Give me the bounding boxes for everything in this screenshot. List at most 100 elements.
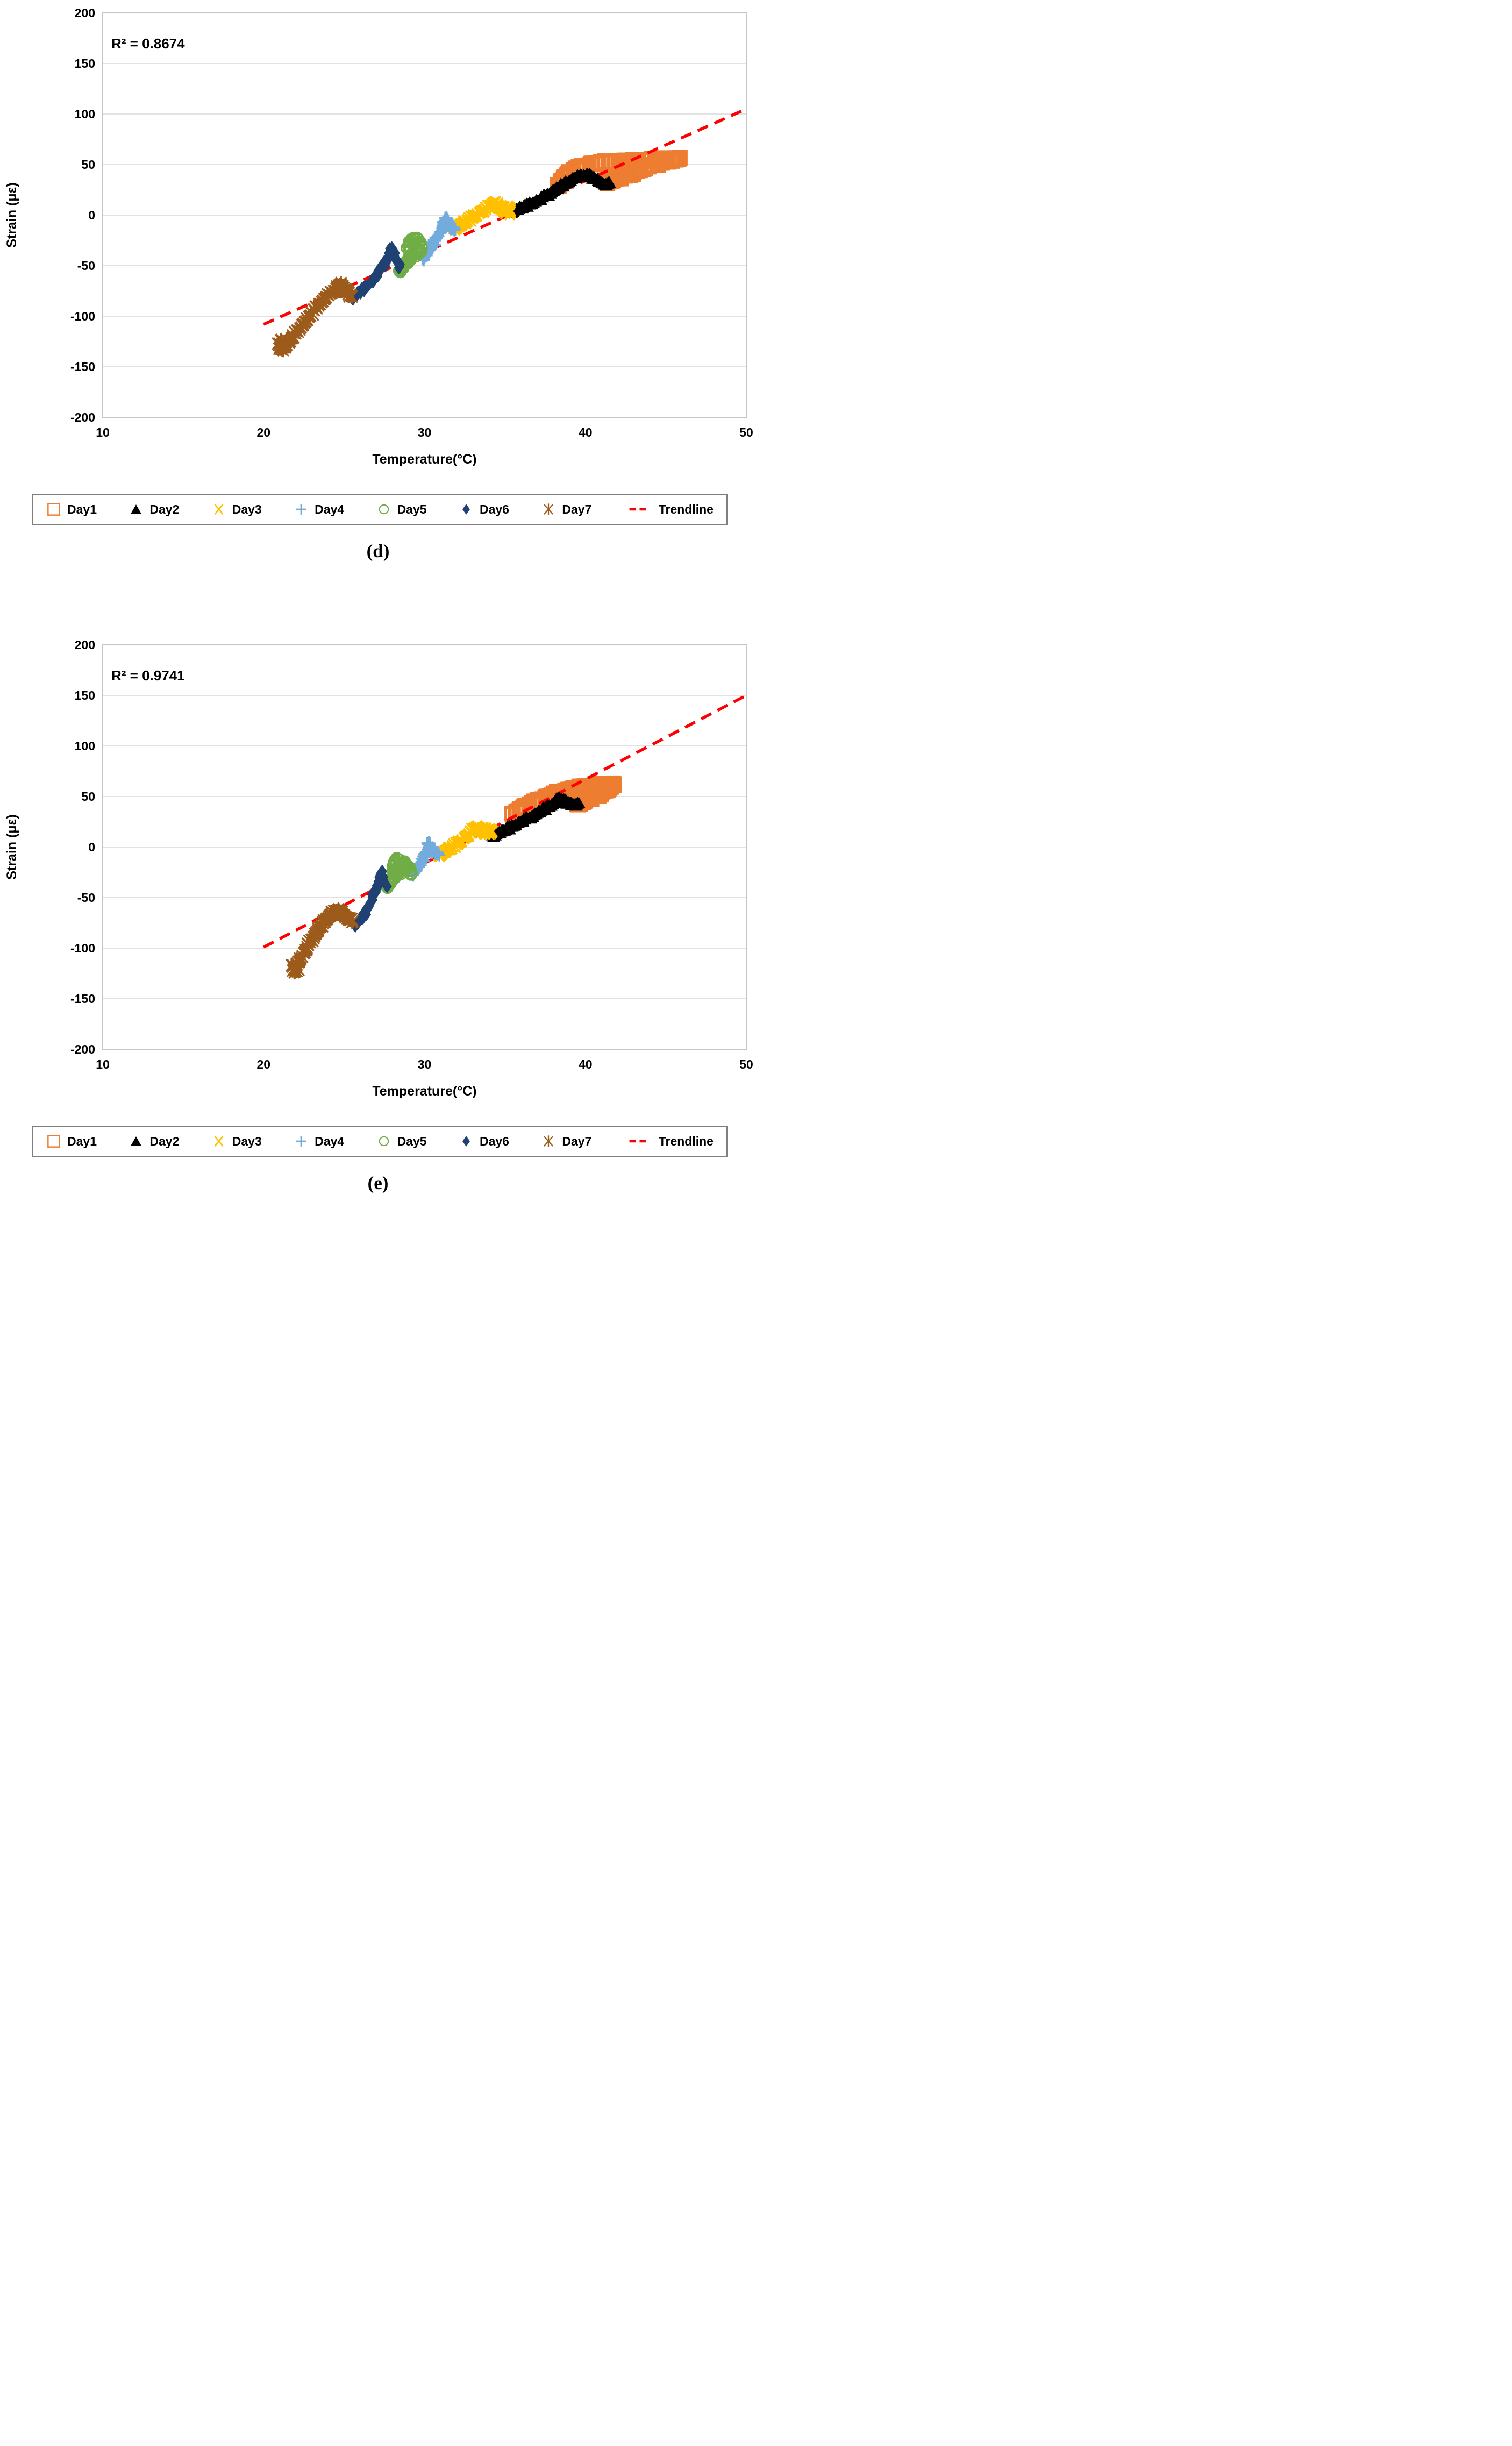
plot-frame — [102, 644, 747, 1050]
filled-diamond-icon — [462, 504, 470, 515]
panel-caption-d: (d) — [366, 541, 390, 561]
x-axis-title: Temperature(°C) — [372, 1084, 476, 1099]
y-tick-label: 150 — [75, 56, 95, 70]
legend-item-day6-e: Day6 — [458, 1133, 509, 1149]
asterisk-icon — [544, 503, 554, 515]
panel-caption-e: (e) — [367, 1172, 389, 1193]
y-tick-label: 0 — [88, 840, 95, 854]
scatter-chart-e: 10 20 30 40 50 200 150 100 50 0 -50 -100 -150 -200 Tem… — [4, 638, 753, 1099]
y-tick-label: 0 — [88, 208, 95, 222]
y-tick-label: -50 — [77, 259, 95, 273]
series-day7 — [272, 276, 358, 358]
series-day5 — [393, 231, 428, 279]
y-tick-label: -50 — [77, 891, 95, 905]
r-squared-label: R² = 0.8674 — [111, 35, 185, 52]
legend-label: Day1 — [67, 1134, 97, 1148]
x-cross-icon — [214, 1136, 224, 1147]
y-tick-label: -150 — [70, 360, 95, 374]
legend-item-day1-e: Day1 — [46, 1133, 97, 1149]
x-tick-label: 40 — [579, 425, 593, 439]
axis-tick-labels: 10 20 30 40 50 200 150 100 50 0 -50 -100 -150 -200 — [70, 638, 753, 1071]
y-tick-label: 150 — [75, 688, 95, 702]
x-tick-label: 30 — [418, 425, 432, 439]
legend-label: Trendline — [658, 502, 714, 516]
plus-icon — [296, 1136, 306, 1147]
legend-label: Day1 — [67, 502, 97, 516]
y-tick-label: 50 — [81, 158, 95, 172]
plus-icon — [296, 504, 306, 515]
x-tick-label: 30 — [418, 1057, 432, 1071]
y-tick-label: -150 — [70, 992, 95, 1006]
y-tick-label: 50 — [81, 790, 95, 804]
open-square-icon — [47, 1135, 60, 1148]
x-tick-label: 40 — [579, 1057, 593, 1071]
legend-item-day7-e: Day7 — [540, 1133, 591, 1149]
open-circle-icon — [379, 504, 389, 515]
legend-item-day5-e: Day5 — [376, 1133, 427, 1149]
filled-triangle-icon — [131, 504, 142, 514]
legend-label: Day7 — [562, 1134, 592, 1148]
series-day2 — [486, 791, 586, 842]
axis-tick-labels: 10 20 30 40 50 200 150 100 50 0 -50 -100 -150 -200 — [70, 6, 753, 439]
y-tick-label: -200 — [70, 410, 95, 424]
dashed-line-icon — [629, 508, 647, 511]
series-day3 — [433, 820, 498, 863]
legend-item-day5-d: Day5 — [376, 501, 427, 517]
y-tick-label: 100 — [75, 107, 95, 121]
open-circle-icon — [379, 1136, 389, 1147]
legend-label: Day2 — [149, 502, 180, 516]
legend-item-day4-e: Day4 — [293, 1133, 344, 1149]
open-square-icon — [47, 503, 60, 516]
x-tick-label: 50 — [739, 425, 753, 439]
gridlines — [103, 63, 746, 367]
x-tick-label: 10 — [96, 1057, 110, 1071]
legend-item-day4-d: Day4 — [293, 501, 344, 517]
y-tick-label: 200 — [75, 638, 95, 652]
legend-item-day3-d: Day3 — [211, 501, 262, 517]
legend-label: Day4 — [315, 502, 345, 516]
panel-e: 10 20 30 40 50 200 150 100 50 0 -50 -100 -150 -200 Tem… — [0, 632, 756, 1264]
series-day1 — [550, 150, 688, 194]
y-tick-label: -100 — [70, 309, 95, 323]
dashed-line-icon — [629, 1140, 647, 1143]
legend-item-day7-d: Day7 — [540, 501, 591, 517]
y-axis-title: Strain (με) — [4, 182, 19, 248]
series-day3 — [448, 196, 517, 237]
series-day6 — [347, 241, 405, 306]
legend-e: Day1 Day2 Day3 Day4 Day5 Day6 Day7 Trendline — [32, 1126, 728, 1157]
y-tick-label: 100 — [75, 739, 95, 753]
series-day7 — [285, 902, 359, 980]
scatter-chart-d: 10 20 30 40 50 200 150 100 50 0 -50 -100 -150 -200 Tem… — [4, 6, 753, 467]
x-cross-icon — [214, 504, 224, 515]
y-tick-label: -100 — [70, 941, 95, 955]
legend-label: Day4 — [315, 1134, 345, 1148]
series-day6 — [349, 864, 392, 933]
series-day4 — [406, 836, 446, 882]
legend-label: Trendline — [658, 1134, 714, 1148]
x-axis-title: Temperature(°C) — [372, 452, 476, 467]
legend-label: Day3 — [232, 502, 262, 516]
y-tick-label: 200 — [75, 6, 95, 20]
legend-item-day2-d: Day2 — [128, 501, 179, 517]
filled-triangle-icon — [131, 1136, 142, 1146]
legend-d: Day1 Day2 Day3 Day4 Day5 Day6 Day7 Trendline — [32, 494, 728, 525]
legend-label: Day3 — [232, 1134, 262, 1148]
legend-label: Day5 — [397, 502, 427, 516]
x-tick-label: 20 — [256, 1057, 270, 1071]
legend-item-day2-e: Day2 — [128, 1133, 179, 1149]
filled-diamond-icon — [462, 1136, 470, 1147]
legend-item-day6-d: Day6 — [458, 501, 509, 517]
x-tick-label: 10 — [96, 425, 110, 439]
legend-item-trendline-e: Trendline — [623, 1133, 714, 1149]
x-tick-label: 20 — [256, 425, 270, 439]
legend-label: Day6 — [479, 502, 509, 516]
plot-frame — [102, 12, 747, 418]
legend-label: Day7 — [562, 502, 592, 516]
legend-label: Day6 — [479, 1134, 509, 1148]
series-day2 — [503, 167, 616, 218]
legend-item-trendline-d: Trendline — [623, 501, 714, 517]
legend-item-day1-d: Day1 — [46, 501, 97, 517]
panel-d: 10 20 30 40 50 200 150 100 50 0 -50 -100 -150 -200 Tem… — [0, 0, 756, 632]
r-squared-label: R² = 0.9741 — [111, 667, 185, 684]
legend-label: Day2 — [149, 1134, 180, 1148]
